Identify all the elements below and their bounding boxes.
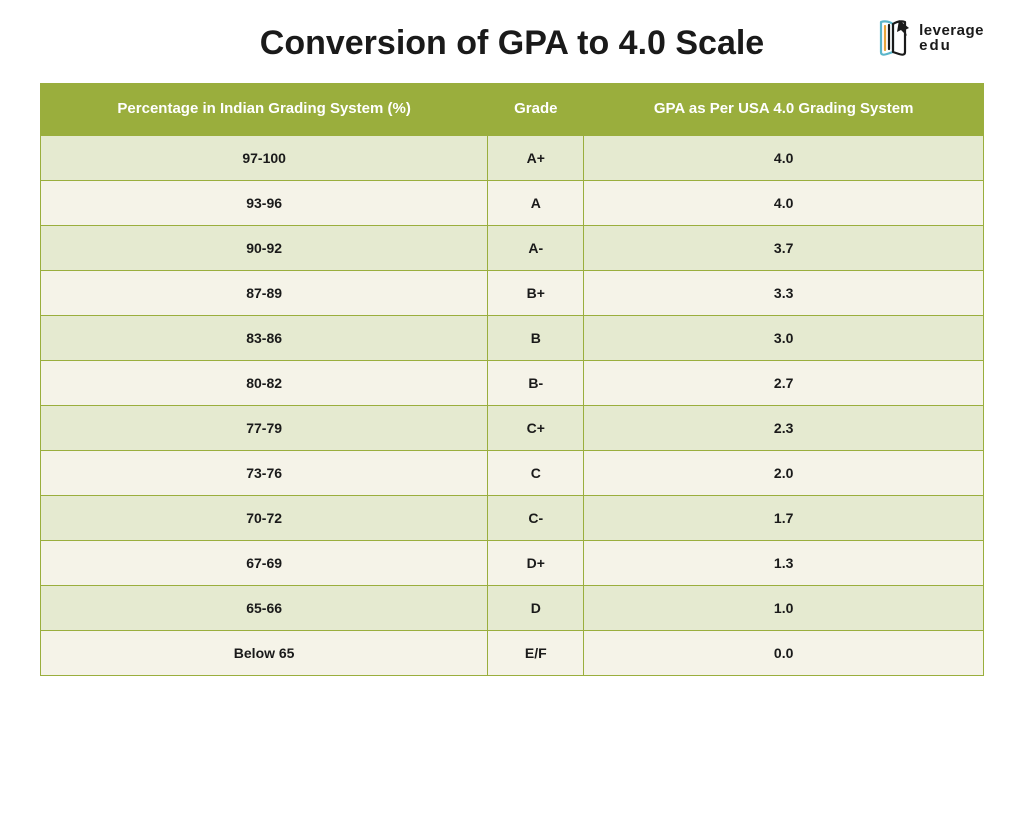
cell-grade: B- xyxy=(488,360,584,405)
cell-percentage: 83-86 xyxy=(41,315,488,360)
logo-text: leverage edu xyxy=(919,23,984,53)
cell-gpa: 1.7 xyxy=(584,495,984,540)
cell-percentage: 67-69 xyxy=(41,540,488,585)
cell-gpa: 0.0 xyxy=(584,630,984,675)
cell-grade: A+ xyxy=(488,135,584,180)
col-header-percentage: Percentage in Indian Grading System (%) xyxy=(41,84,488,136)
col-header-grade: Grade xyxy=(488,84,584,136)
open-book-icon xyxy=(879,18,913,58)
table-row: 65-66D1.0 xyxy=(41,585,984,630)
logo-text-line1: leverage xyxy=(919,23,984,38)
table-row: 67-69D+1.3 xyxy=(41,540,984,585)
cell-grade: E/F xyxy=(488,630,584,675)
cell-grade: C xyxy=(488,450,584,495)
table-row: 77-79C+2.3 xyxy=(41,405,984,450)
cell-percentage: 73-76 xyxy=(41,450,488,495)
cell-grade: A- xyxy=(488,225,584,270)
table-row: 73-76C2.0 xyxy=(41,450,984,495)
brand-logo: leverage edu xyxy=(879,18,984,58)
table-row: 93-96A4.0 xyxy=(41,180,984,225)
table-row: 80-82B-2.7 xyxy=(41,360,984,405)
cell-gpa: 4.0 xyxy=(584,180,984,225)
header: Conversion of GPA to 4.0 Scale leverage … xyxy=(0,0,1024,83)
cell-grade: D xyxy=(488,585,584,630)
table-row: 90-92A-3.7 xyxy=(41,225,984,270)
cell-percentage: 77-79 xyxy=(41,405,488,450)
col-header-gpa: GPA as Per USA 4.0 Grading System xyxy=(584,84,984,136)
cell-percentage: 87-89 xyxy=(41,270,488,315)
table-row: Below 65E/F0.0 xyxy=(41,630,984,675)
cell-grade: B+ xyxy=(488,270,584,315)
cell-percentage: 80-82 xyxy=(41,360,488,405)
cell-gpa: 1.3 xyxy=(584,540,984,585)
cell-percentage: 65-66 xyxy=(41,585,488,630)
cell-grade: C+ xyxy=(488,405,584,450)
logo-text-line2: edu xyxy=(919,38,984,53)
table-row: 87-89B+3.3 xyxy=(41,270,984,315)
cell-grade: D+ xyxy=(488,540,584,585)
cell-percentage: Below 65 xyxy=(41,630,488,675)
table-row: 83-86B3.0 xyxy=(41,315,984,360)
conversion-table-container: Percentage in Indian Grading System (%) … xyxy=(0,83,1024,706)
cell-gpa: 1.0 xyxy=(584,585,984,630)
page-title: Conversion of GPA to 4.0 Scale xyxy=(260,24,764,63)
cell-percentage: 90-92 xyxy=(41,225,488,270)
cell-gpa: 3.0 xyxy=(584,315,984,360)
cell-grade: A xyxy=(488,180,584,225)
cell-percentage: 97-100 xyxy=(41,135,488,180)
cell-percentage: 93-96 xyxy=(41,180,488,225)
table-header-row: Percentage in Indian Grading System (%) … xyxy=(41,84,984,136)
conversion-table: Percentage in Indian Grading System (%) … xyxy=(40,83,984,676)
cell-grade: B xyxy=(488,315,584,360)
cell-gpa: 2.0 xyxy=(584,450,984,495)
cell-grade: C- xyxy=(488,495,584,540)
cell-gpa: 2.7 xyxy=(584,360,984,405)
cell-gpa: 3.7 xyxy=(584,225,984,270)
cell-gpa: 3.3 xyxy=(584,270,984,315)
cell-gpa: 4.0 xyxy=(584,135,984,180)
table-row: 70-72C-1.7 xyxy=(41,495,984,540)
table-row: 97-100A+4.0 xyxy=(41,135,984,180)
cell-gpa: 2.3 xyxy=(584,405,984,450)
cell-percentage: 70-72 xyxy=(41,495,488,540)
